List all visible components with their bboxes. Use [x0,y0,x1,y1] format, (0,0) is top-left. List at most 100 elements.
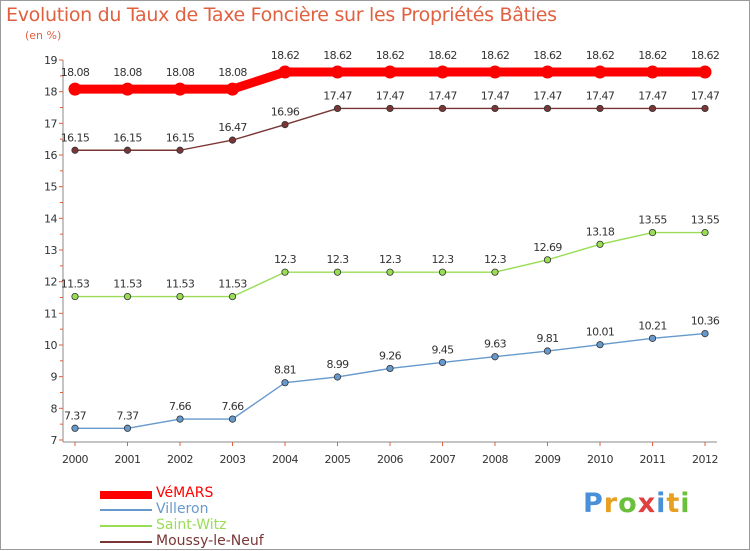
x-tick-label: 2008 [482,453,508,466]
data-label-moussy-le-neuf: 16.47 [218,121,247,134]
x-tick-label: 2009 [535,453,561,466]
logo-letter: t [666,488,681,519]
logo-letter: i [656,488,667,519]
data-label-v-mars: 18.62 [638,49,667,62]
data-point-moussy-le-neuf [491,104,499,113]
data-label-villeron: 8.99 [326,358,349,371]
data-label-villeron: 7.37 [116,409,139,422]
data-point-villeron [596,341,604,349]
data-point-moussy-le-neuf [648,104,657,113]
data-point-moussy-le-neuf [543,104,552,113]
data-label-villeron: 10.36 [691,315,720,328]
data-point-v-mars [226,82,239,96]
data-label-v-mars: 18.62 [533,49,562,62]
x-tick-label: 2011 [640,453,666,466]
legend-label-villeron: Villeron [156,501,209,517]
data-point-villeron [176,415,184,423]
data-point-moussy-le-neuf [701,104,709,113]
data-label-v-mars: 18.62 [376,49,405,62]
data-point-villeron [386,364,394,373]
data-label-v-mars: 18.62 [428,49,457,62]
y-tick-label: 18 [44,86,57,99]
logo-letter: P [583,488,604,519]
data-label-moussy-le-neuf: 17.47 [481,89,510,102]
y-tick-label: 16 [44,149,57,162]
y-tick-label: 9 [51,371,58,384]
data-label-moussy-le-neuf: 17.47 [691,89,720,102]
data-label-saint-witz: 11.53 [61,278,90,291]
x-tick-label: 2000 [62,453,88,466]
data-point-v-mars [436,65,449,79]
data-label-v-mars: 18.62 [586,49,615,62]
data-point-v-mars [173,82,187,96]
data-point-villeron [71,424,79,432]
data-point-villeron [438,358,447,367]
logo-letter: r [603,488,619,519]
legend-swatch-saint-witz [100,525,152,527]
data-label-villeron: 8.81 [274,364,296,377]
data-label-saint-witz: 13.55 [638,214,667,227]
data-point-saint-witz [71,292,79,301]
data-label-moussy-le-neuf: 16.96 [271,106,300,119]
data-label-moussy-le-neuf: 17.47 [586,89,615,102]
data-point-saint-witz [176,292,184,301]
legend-label-saint-witz: Saint-Witz [156,517,227,533]
y-tick-label: 8 [51,402,58,415]
chart-title: Evolution du Taux de Taxe Foncière sur l… [6,4,557,26]
data-label-saint-witz: 12.69 [533,241,562,254]
x-tick-label: 2012 [692,453,718,466]
data-label-villeron: 7.37 [64,409,87,422]
data-point-saint-witz [438,268,447,276]
data-point-moussy-le-neuf [281,121,289,129]
data-label-moussy-le-neuf: 17.47 [323,89,352,102]
series-line-villeron [75,332,706,429]
data-label-moussy-le-neuf: 16.15 [61,131,90,144]
legend-label-moussy-le-neuf: Moussy-le-Neuf [156,533,264,549]
data-label-moussy-le-neuf: 17.47 [533,89,562,102]
unit-label: (en %) [25,29,62,42]
data-point-villeron [648,334,657,342]
data-label-v-mars: 18.08 [218,66,247,79]
data-label-villeron: 10.01 [586,326,615,339]
data-label-moussy-le-neuf: 17.47 [376,89,405,102]
data-label-moussy-le-neuf: 16.15 [113,131,142,144]
data-label-saint-witz: 11.53 [218,278,247,291]
legend-swatch-villeron [100,509,152,511]
data-label-saint-witz: 12.3 [431,253,454,266]
data-point-villeron [281,379,289,387]
data-label-villeron: 9.81 [536,332,558,345]
data-point-moussy-le-neuf [438,104,447,113]
logo-letter: i [680,488,691,519]
data-point-saint-witz [333,268,342,276]
data-label-saint-witz: 11.53 [113,278,142,291]
data-point-villeron [228,415,237,423]
data-point-villeron [123,424,132,432]
data-point-saint-witz [123,292,132,301]
data-label-villeron: 7.66 [221,400,244,413]
data-point-saint-witz [701,228,709,237]
data-label-saint-witz: 12.3 [484,253,507,266]
y-tick-label: 10 [44,339,57,352]
data-point-v-mars [331,65,344,79]
x-tick-label: 2001 [115,453,141,466]
legend-swatch-moussy-le-neuf [100,541,152,543]
data-point-v-mars [68,82,82,96]
data-point-v-mars [541,65,554,79]
x-tick-label: 2006 [377,453,403,466]
data-label-moussy-le-neuf: 17.47 [638,89,667,102]
data-point-moussy-le-neuf [176,146,184,154]
data-point-v-mars [646,65,659,79]
data-label-saint-witz: 12.3 [326,253,349,266]
y-tick-label: 12 [44,276,57,289]
y-tick-label: 14 [44,212,57,225]
y-tick-label: 17 [44,117,57,130]
data-point-saint-witz [491,268,499,276]
data-point-saint-witz [648,228,657,237]
data-point-moussy-le-neuf [333,104,342,113]
data-point-v-mars [488,65,502,79]
data-point-moussy-le-neuf [228,136,237,144]
data-point-saint-witz [281,268,289,276]
data-label-v-mars: 18.62 [323,49,352,62]
x-tick-label: 2003 [220,453,246,466]
data-point-villeron [333,373,342,381]
